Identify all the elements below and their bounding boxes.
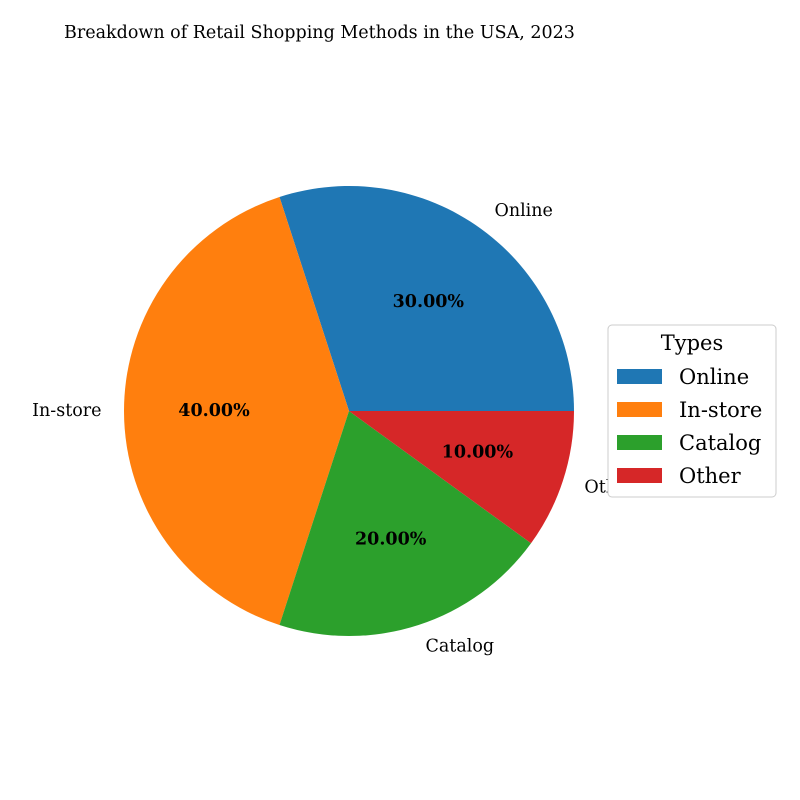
slice-in-store (123, 197, 350, 625)
legend-label-other: Other (679, 464, 742, 488)
legend-swatch-in-store (617, 402, 662, 417)
legend-swatch-online (617, 369, 662, 384)
percent-label-in-store: 40.00% (178, 401, 250, 421)
slice-online (279, 186, 574, 411)
pie-slices (123, 186, 574, 636)
legend-label-catalog: Catalog (679, 431, 761, 455)
legend-swatch-other (617, 468, 662, 483)
percent-label-other: 10.00% (442, 443, 514, 463)
legend-frame (607, 324, 777, 498)
slice-other (349, 411, 574, 544)
legend-label-online: Online (679, 365, 749, 389)
category-label-in-store: In-store (32, 401, 101, 421)
chart-title: Breakdown of Retail Shopping Methods in … (64, 23, 575, 43)
category-label-catalog: Catalog (425, 636, 494, 656)
legend: Types Online In-store Catalog Other (607, 324, 777, 498)
legend-swatch-catalog (617, 435, 662, 450)
percent-label-online: 30.00% (393, 292, 465, 312)
legend-title: Types (661, 331, 724, 355)
legend-label-in-store: In-store (679, 398, 762, 422)
legend-entries: Online In-store Catalog Other (617, 365, 762, 488)
percent-label-catalog: 20.00% (355, 529, 427, 549)
category-label-online: Online (494, 201, 552, 221)
slice-catalog (279, 411, 532, 636)
